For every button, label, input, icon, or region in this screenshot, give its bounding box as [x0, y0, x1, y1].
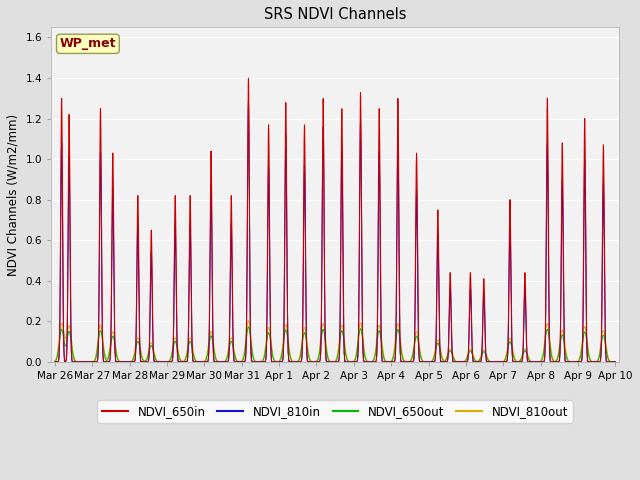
NDVI_810in — [607, 359, 615, 365]
NDVI_650in — [51, 359, 59, 365]
NDVI_650in — [611, 359, 619, 365]
Line: NDVI_810in: NDVI_810in — [55, 102, 615, 362]
NDVI_810out — [262, 336, 270, 342]
NDVI_650in — [302, 316, 310, 322]
NDVI_650in — [607, 359, 615, 365]
NDVI_650in — [244, 75, 252, 81]
NDVI_650out — [51, 359, 59, 364]
Line: NDVI_650out: NDVI_650out — [55, 327, 615, 362]
NDVI_650out — [184, 346, 192, 351]
NDVI_810in — [181, 359, 189, 365]
NDVI_650out — [611, 359, 619, 365]
NDVI_810out — [607, 359, 615, 364]
Line: NDVI_650in: NDVI_650in — [55, 78, 615, 362]
NDVI_650out — [81, 359, 88, 365]
NDVI_650out — [262, 342, 270, 348]
NDVI_810in — [302, 325, 310, 331]
NDVI_810in — [51, 359, 59, 365]
NDVI_650in — [184, 343, 192, 349]
NDVI_810in — [81, 359, 88, 365]
NDVI_810out — [187, 336, 195, 342]
NDVI_650out — [607, 359, 615, 365]
NDVI_650in — [181, 359, 189, 365]
NDVI_650in — [262, 348, 270, 353]
Text: WP_met: WP_met — [60, 37, 116, 50]
NDVI_810out — [81, 359, 88, 365]
NDVI_810out — [244, 318, 252, 324]
NDVI_810in — [244, 99, 252, 105]
NDVI_650out — [187, 340, 195, 346]
NDVI_810in — [262, 349, 270, 355]
Y-axis label: NDVI Channels (W/m2/mm): NDVI Channels (W/m2/mm) — [7, 113, 20, 276]
NDVI_810out — [181, 356, 189, 362]
NDVI_810out — [302, 332, 310, 338]
NDVI_650in — [187, 251, 195, 256]
NDVI_810out — [611, 359, 619, 365]
NDVI_650out — [302, 337, 310, 343]
NDVI_810out — [184, 342, 192, 348]
NDVI_810in — [184, 346, 192, 352]
Line: NDVI_810out: NDVI_810out — [55, 321, 615, 362]
NDVI_650out — [181, 357, 189, 363]
NDVI_810out — [51, 358, 59, 364]
NDVI_810in — [187, 269, 195, 275]
Title: SRS NDVI Channels: SRS NDVI Channels — [264, 7, 406, 22]
NDVI_650out — [244, 324, 252, 330]
Legend: NDVI_650in, NDVI_810in, NDVI_650out, NDVI_810out: NDVI_650in, NDVI_810in, NDVI_650out, NDV… — [97, 400, 573, 423]
NDVI_810in — [611, 359, 619, 365]
NDVI_650in — [81, 359, 88, 365]
